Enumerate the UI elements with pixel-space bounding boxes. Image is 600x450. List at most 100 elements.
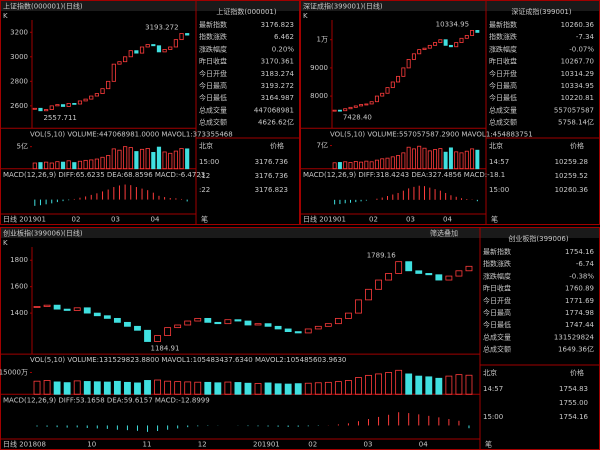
candle [433,42,438,46]
stat-label: 涨跌幅度 [483,271,511,280]
candle [234,319,242,322]
volume-bar [364,160,369,170]
date-label: 日线 201808 [3,440,46,449]
candle [63,308,71,311]
tab[interactable]: 笔 [491,215,498,224]
volume-bar [168,152,173,170]
volume-bar [73,380,81,395]
candle [375,279,382,290]
volume-bar [144,380,151,395]
volume-bar [179,148,184,170]
stat-value: 4626.62亿 [258,118,294,127]
stat-label: 总成交量 [483,332,511,341]
candle [396,75,401,83]
candle [374,95,379,103]
volume-bar [53,381,61,395]
tab[interactable]: 笔 [201,215,208,224]
volume-bar [401,152,406,170]
tick-header: 北京 [489,141,503,150]
stat-value: -6.74 [576,260,595,268]
candle [254,323,262,326]
volume-bar [294,383,302,395]
volume-bar [234,382,242,395]
volume-bar [337,162,342,170]
candle [264,323,272,327]
price-tick-label: 3200 [10,28,28,36]
candle [448,44,453,48]
tick-price: 10259.28 [555,158,588,166]
date-label: 03 [364,441,373,449]
volume-bar [324,381,332,395]
candle [405,261,413,272]
volume-bar [417,145,422,170]
volume-bar [464,150,469,170]
candle [55,104,60,107]
k-label: K [303,12,308,20]
volume-bar [435,377,443,395]
volume-bar [164,380,172,395]
tab[interactable]: 笔 [485,440,492,449]
volume-bar [123,146,128,170]
stat-label: 今日开盘 [483,296,511,305]
volume-bar [49,162,54,170]
candle [274,325,282,330]
volume-bar [385,157,390,170]
date-label: 04 [443,216,452,224]
candle [475,30,480,33]
candle [145,44,150,48]
candle [83,307,91,314]
tick-time: :22 [199,186,210,194]
candle [100,88,105,94]
date-label: 03 [406,216,415,224]
tick-price: 1754.83 [559,385,588,393]
candle [464,35,469,39]
volume-bar [100,156,105,170]
candle [348,106,353,110]
candle [415,270,423,274]
candle [425,273,433,276]
volume-bar [145,148,150,170]
stat-value: 1649.36亿 [558,345,594,354]
candle [164,327,172,336]
volume-bar [63,382,71,395]
candle [94,93,99,97]
volume-bar [94,158,99,170]
tick-price: 10259.52 [555,172,588,180]
tick-price: 3176.736 [255,158,289,166]
volume-bar [32,162,37,170]
volume-bar [359,161,364,170]
volume-tick-label: 5亿 [17,142,28,151]
stat-label: 总成交额 [199,118,227,127]
date-label: 04 [151,216,160,224]
stat-value: -7.34 [576,33,595,41]
candle [445,275,453,281]
stat-label: 今日开盘 [489,69,517,78]
candle [455,270,463,277]
volume-bar [60,161,66,170]
candle [443,39,448,46]
stat-value: 10260.36 [561,21,595,29]
price-tick-label: 9000 [310,64,328,72]
overlay-button[interactable]: 筛选叠加 [430,229,458,238]
stat-value: 3193.272 [261,82,294,90]
candle [345,312,352,319]
price-tick-label: 1万 [317,36,328,44]
volume-bar [204,381,212,395]
candle [185,33,190,36]
date-label: 12 [198,441,207,449]
date-label: 日线 201901 [3,215,46,224]
date-label: 04 [419,441,428,449]
stat-label: 涨跌幅度 [489,44,517,53]
candle [32,107,37,110]
stat-label: 最新指数 [199,20,227,29]
candle [435,274,443,281]
stat-label: 总成交额 [489,118,517,127]
stat-label: 指数涨跌 [489,32,517,41]
candle [60,104,66,107]
candle [244,320,252,326]
stat-label: 涨跌幅度 [199,44,227,53]
volume-bar [33,380,41,395]
candle [43,304,51,307]
candle [470,30,475,36]
